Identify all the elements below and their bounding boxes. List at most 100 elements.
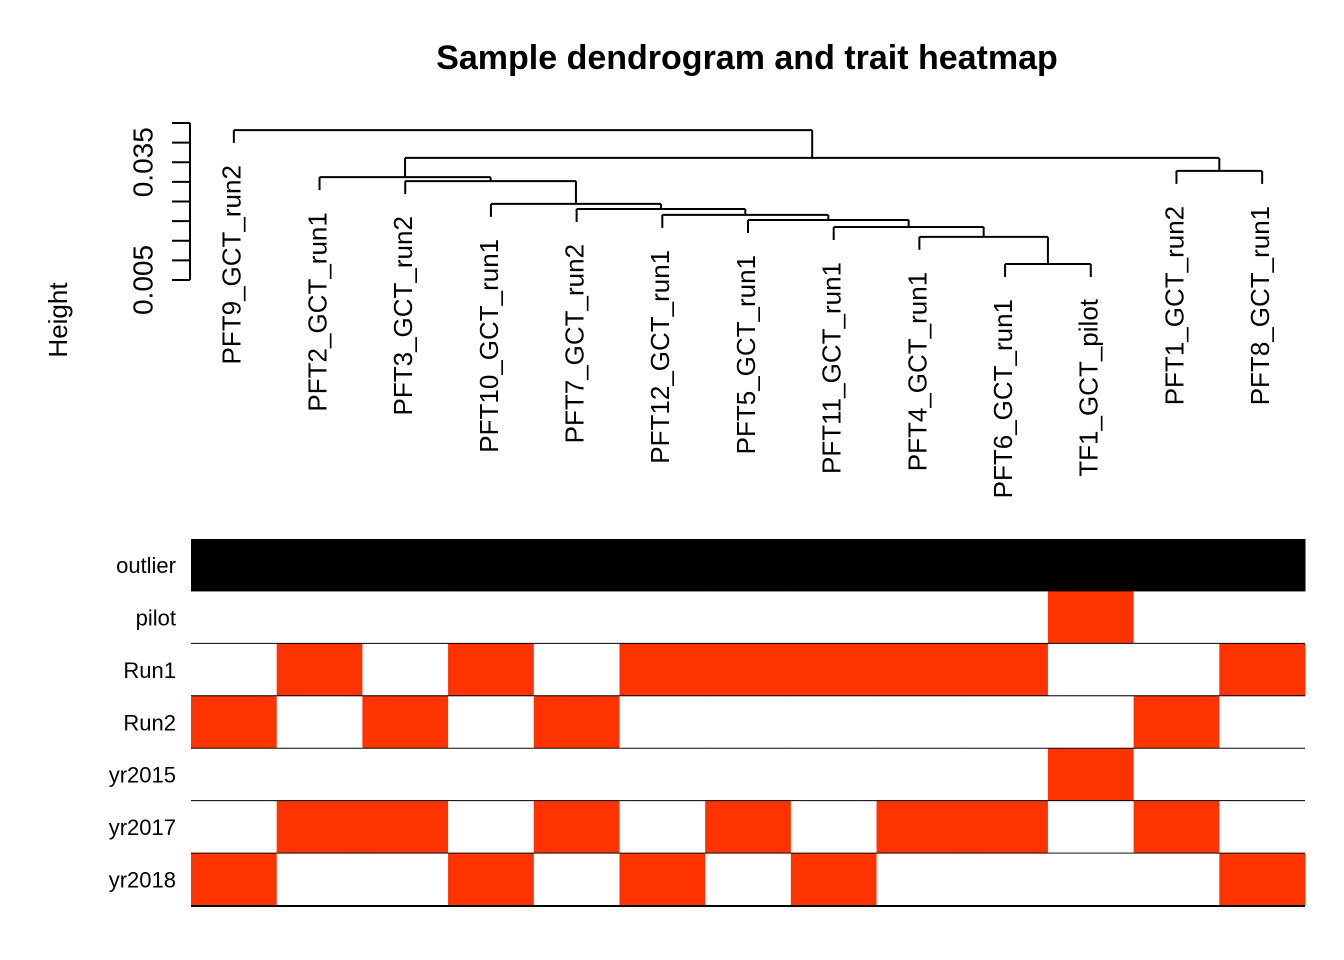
heatmap-cell (1219, 591, 1306, 644)
heatmap-cell (705, 801, 792, 854)
leaf-label: PFT1_GCT_run2 (1159, 206, 1189, 405)
leaf-label: PFT7_GCT_run2 (559, 244, 589, 443)
heatmap-cell (276, 591, 363, 644)
heatmap-cell (362, 696, 449, 749)
y-tick-label: 0.005 (127, 245, 158, 315)
y-axis-label: Height (43, 282, 73, 358)
heatmap-cell (790, 748, 878, 802)
heatmap-cell (448, 643, 535, 697)
chart-title: Sample dendrogram and trait heatmap (436, 39, 1058, 77)
heatmap-cell (876, 643, 963, 697)
heatmap-cell (1133, 853, 1220, 906)
heatmap-cell (276, 539, 363, 592)
heatmap-cell (790, 696, 878, 749)
heatmap-cell (876, 748, 963, 802)
heatmap-cell (448, 696, 535, 749)
row-label: yr2015 (109, 763, 176, 788)
leaf-label: PFT8_GCT_run1 (1245, 206, 1275, 405)
heatmap-cell (1047, 696, 1135, 749)
heatmap-cell (790, 853, 878, 906)
heatmap-cell (962, 748, 1049, 802)
heatmap-cell (962, 801, 1049, 854)
heatmap-cell (1133, 539, 1220, 592)
heatmap-cell (1047, 591, 1135, 644)
heatmap-cell (619, 801, 706, 854)
heatmap-cell (790, 539, 878, 592)
heatmap-cell (362, 748, 449, 802)
heatmap-cell (448, 539, 535, 592)
heatmap-cell (1047, 853, 1135, 906)
heatmap-cell (876, 696, 963, 749)
heatmap-cell (191, 748, 278, 802)
leaf-label: PFT2_GCT_run1 (302, 212, 332, 411)
heatmap-cell (1133, 801, 1220, 854)
heatmap-cell (619, 748, 706, 802)
heatmap-cell (962, 696, 1049, 749)
heatmap-cell (362, 643, 449, 697)
heatmap-cell (191, 853, 278, 906)
heatmap-cell (533, 643, 620, 697)
heatmap-cell (448, 853, 535, 906)
heatmap-cell (533, 801, 620, 854)
heatmap-cell (1133, 591, 1220, 644)
heatmap-cell (362, 539, 449, 592)
heatmap-cell (1133, 643, 1220, 697)
heatmap-cell (1133, 748, 1220, 802)
y-tick-label: 0.035 (127, 127, 158, 197)
heatmap-cell (619, 696, 706, 749)
heatmap-cell (962, 853, 1049, 906)
heatmap-cell (533, 591, 620, 644)
row-label: Run2 (123, 710, 176, 735)
leaf-label: TF1_GCT_pilot (1074, 298, 1104, 476)
heatmap-cell (619, 643, 706, 697)
heatmap-cell (448, 591, 535, 644)
heatmap-cell (1047, 748, 1135, 802)
heatmap-cell (619, 853, 706, 906)
heatmap-cell (362, 853, 449, 906)
heatmap-cell (533, 696, 620, 749)
heatmap-cell (876, 801, 963, 854)
heatmap-cell (191, 591, 278, 644)
heatmap-cell (1219, 643, 1306, 697)
heatmap-cell (705, 591, 792, 644)
row-label: yr2017 (109, 815, 176, 840)
row-label: yr2018 (109, 868, 176, 893)
heatmap-cell (362, 591, 449, 644)
leaf-label: PFT4_GCT_run1 (902, 272, 932, 471)
heatmap-cell (876, 591, 963, 644)
heatmap-cell (191, 539, 278, 592)
heatmap-cell (276, 643, 363, 697)
heatmap-cell (1219, 696, 1306, 749)
heatmap-cell (276, 696, 363, 749)
heatmap-cell (962, 591, 1049, 644)
heatmap-cell (705, 643, 792, 697)
heatmap-cell (1047, 801, 1135, 854)
heatmap-cell (962, 539, 1049, 592)
heatmap-cell (1047, 643, 1135, 697)
heatmap-cell (191, 801, 278, 854)
heatmap-cell (191, 696, 278, 749)
heatmap-cell (1219, 853, 1306, 906)
heatmap-cell (619, 539, 706, 592)
heatmap-cell (191, 643, 278, 697)
heatmap-cell (790, 643, 878, 697)
heatmap-cell (1219, 539, 1306, 592)
heatmap-cell (533, 853, 620, 906)
heatmap-cell (1219, 801, 1306, 854)
heatmap-cell (1219, 748, 1306, 802)
heatmap-cell (619, 591, 706, 644)
leaf-label: PFT11_GCT_run1 (817, 262, 847, 474)
heatmap-cell (705, 853, 792, 906)
leaf-label: PFT5_GCT_run1 (731, 255, 761, 454)
heatmap-cell (705, 539, 792, 592)
leaf-label: PFT9_GCT_run2 (217, 165, 247, 364)
heatmap-cell (276, 748, 363, 802)
heatmap-cell (533, 539, 620, 592)
heatmap-cell (276, 853, 363, 906)
row-label: Run1 (123, 658, 176, 683)
heatmap-cell (448, 801, 535, 854)
heatmap-cell (790, 801, 878, 854)
heatmap-cell (1133, 696, 1220, 749)
